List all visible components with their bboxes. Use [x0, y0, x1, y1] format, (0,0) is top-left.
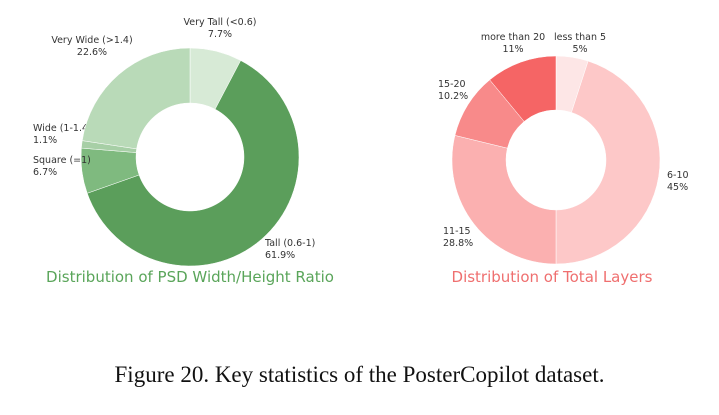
donut-slice-tall-0-6-1	[86, 60, 300, 267]
slice-label-6-10: 6-10	[667, 170, 689, 181]
slice-label-very-tall-0-6: Very Tall (<0.6)	[184, 17, 257, 28]
donut-slice-very-wide-1-4	[81, 47, 191, 150]
slice-value-wide-1-1-4: 1.1%	[33, 135, 57, 146]
slice-value-more-than-20: 11%	[502, 44, 523, 55]
figure-caption: Figure 20. Key statistics of the PosterC…	[114, 362, 605, 387]
donut-slice-6-10	[555, 60, 661, 265]
slice-value-6-10: 45%	[667, 182, 688, 193]
slice-value-tall-0-6-1: 61.9%	[265, 250, 295, 261]
chart-title-total-layers: Distribution of Total Layers	[452, 268, 653, 286]
donut-slice-11-15	[451, 135, 557, 265]
slice-label-square-1: Square (=1)	[33, 155, 91, 166]
slice-value-less-than-5: 5%	[572, 44, 587, 55]
slice-value-very-wide-1-4: 22.6%	[77, 47, 107, 58]
slice-label-more-than-20: more than 20	[481, 32, 545, 43]
slice-label-tall-0-6-1: Tall (0.6-1)	[264, 238, 315, 249]
slice-label-15-20: 15-20	[438, 79, 466, 90]
slice-label-wide-1-1-4: Wide (1-1.4)	[33, 123, 92, 134]
slice-value-15-20: 10.2%	[438, 91, 468, 102]
slice-label-less-than-5: less than 5	[554, 32, 606, 43]
slice-value-very-tall-0-6: 7.7%	[208, 29, 232, 40]
donut-slice-more-than-20	[489, 55, 557, 122]
slice-value-square-1: 6.7%	[33, 167, 57, 178]
slice-label-11-15: 11-15	[443, 226, 471, 237]
slice-value-11-15: 28.8%	[443, 238, 473, 249]
width-height-ratio-donut-chart: Very Tall (<0.6)7.7% Tall (0.6-1)61.9% Squ…	[33, 17, 315, 267]
slice-label-very-wide-1-4: Very Wide (>1.4)	[51, 35, 132, 46]
chart-title-width-height-ratio: Distribution of PSD Width/Height Ratio	[46, 268, 334, 286]
